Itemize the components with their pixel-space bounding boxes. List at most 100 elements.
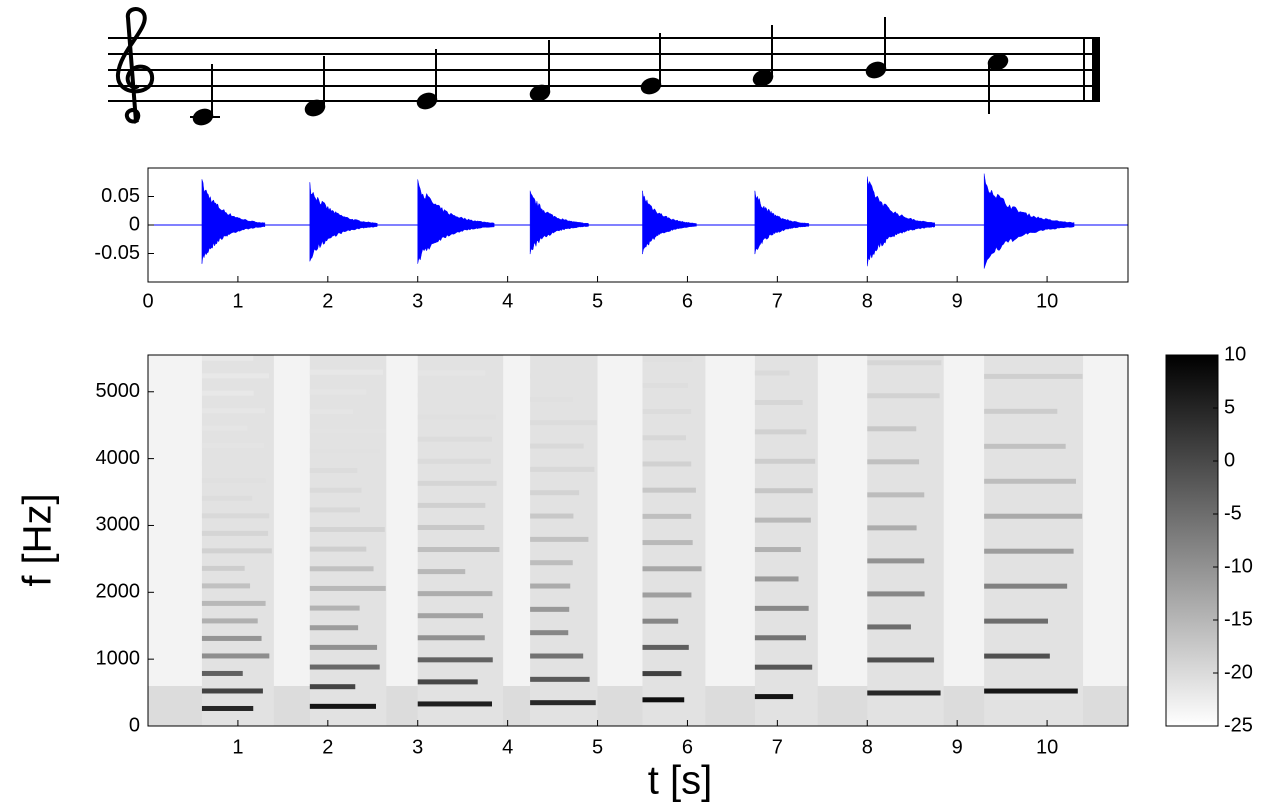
note-band [984,355,1084,726]
harmonic [642,435,687,441]
harmonic [201,478,266,484]
note-band [417,355,504,726]
x-tick-label: 9 [952,736,963,758]
x-tick-label: 3 [412,290,423,312]
harmonic [984,618,1048,624]
harmonic [309,644,378,650]
harmonic [309,487,362,493]
harmonic [309,409,354,415]
harmonic [417,547,500,553]
harmonic [754,547,801,553]
harmonic [201,653,270,659]
harmonic [417,370,486,376]
y-tick-label: 4000 [96,447,141,469]
harmonic [642,356,693,362]
harmonic [867,525,917,531]
harmonic [201,530,269,536]
y-tick-label: 3000 [96,514,141,536]
harmonic [201,670,243,676]
harmonic [201,495,253,501]
harmonic [309,664,380,670]
harmonic [309,625,359,631]
y-tick-label: -0.05 [94,242,140,264]
harmonic [642,487,696,493]
x-tick-label: 7 [772,736,783,758]
harmonic [417,569,466,575]
harmonic [867,492,925,498]
x-tick-label: 10 [1036,290,1058,312]
waveform-note [529,190,589,255]
harmonic [309,468,358,474]
harmonic [530,513,574,519]
harmonic [530,490,580,496]
harmonic [309,428,386,434]
harmonic [201,443,265,449]
x-tick-label: 6 [682,736,693,758]
harmonic [754,605,809,611]
harmonic [309,566,374,572]
harmonic [530,373,583,379]
harmonic [642,644,689,650]
harmonic [642,592,692,598]
y-axis-label: f [Hz] [16,493,60,586]
harmonic [754,429,807,435]
harmonic [530,653,584,659]
harmonic [642,513,692,519]
harmonic [867,393,940,399]
waveform-note [201,179,266,264]
harmonic [867,360,942,366]
harmonic [754,399,803,405]
harmonic [754,370,790,376]
waveform-note [867,176,935,267]
harmonic [309,448,381,454]
harmonic [754,694,794,700]
harmonic [201,390,254,396]
harmonic [530,536,589,542]
harmonic [984,513,1083,519]
harmonic [984,548,1074,554]
harmonic [417,657,493,663]
x-axis-label: t [s] [648,759,712,803]
harmonic [417,502,486,508]
y-tick-label: 2000 [96,581,141,603]
harmonic [417,414,497,420]
harmonic [754,517,811,523]
harmonic [201,705,254,711]
harmonic [201,460,258,466]
harmonic [201,408,266,414]
harmonic [201,355,254,361]
harmonic [309,369,384,375]
harmonic [201,513,270,519]
harmonic [201,425,248,431]
harmonic [417,436,492,442]
harmonic [530,606,570,612]
harmonic [417,458,491,464]
waveform-note [417,179,495,264]
harmonic [984,653,1050,659]
harmonic [984,583,1068,589]
harmonic [417,591,493,597]
waveform-note [642,190,697,255]
harmonic [754,488,813,494]
x-tick-label: 8 [862,736,873,758]
harmonic [309,605,360,611]
harmonic [530,466,595,472]
harmonic [984,478,1076,484]
harmonic [530,583,571,589]
harmonic [309,684,356,690]
harmonic [642,671,682,677]
x-tick-label: 8 [862,290,873,312]
colorbar-tick-label: -25 [1224,714,1253,736]
y-tick-label: 5000 [96,380,141,402]
harmonic [201,373,270,379]
colorbar-tick-label: -20 [1224,661,1253,683]
waveform-note [983,173,1075,269]
harmonic [867,690,941,696]
harmonic [642,566,702,572]
x-tick-label: 7 [772,290,783,312]
harmonic [201,688,263,694]
x-tick-label: 4 [502,736,513,758]
harmonic [201,635,262,641]
x-tick-label: 6 [682,290,693,312]
